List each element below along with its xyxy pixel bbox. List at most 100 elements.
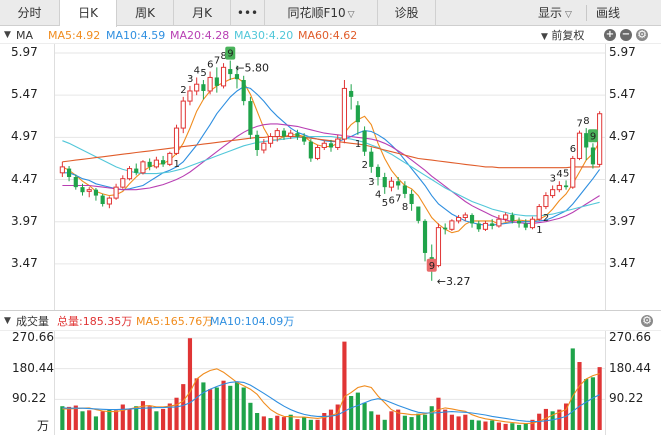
price-tick-label-right: 5.97 [609, 45, 636, 59]
tab-monthly-k[interactable]: 月K [174, 0, 231, 26]
sequence-label: 7 [214, 55, 220, 66]
candle-body [510, 214, 515, 221]
collapse-caret-icon: ▼ [541, 32, 548, 42]
legend-vol-ma10: MA10:104.09万 [210, 315, 295, 328]
candle-body [93, 189, 99, 196]
candle-body [80, 187, 85, 193]
volume-settings-gear-icon[interactable]: ⚙ [641, 314, 653, 327]
candle-body [503, 214, 509, 220]
candle-body [490, 223, 495, 226]
candle-body [73, 177, 78, 188]
tab-intraday[interactable]: 分时 [0, 0, 60, 26]
candle-body [167, 152, 173, 165]
candle-body [402, 185, 407, 194]
volume-bar [234, 382, 240, 430]
volume-indicator-label[interactable]: 成交量 [16, 315, 49, 328]
volume-bar [402, 415, 407, 430]
collapse-caret-icon[interactable]: ▼ [4, 30, 11, 40]
candle-body [355, 105, 360, 123]
legend-ma60: MA60:4.62 [298, 29, 358, 42]
add-indicator-icon[interactable]: + [604, 29, 616, 41]
tabbar-divider [586, 5, 587, 21]
sequence-label: 2 [543, 213, 549, 224]
volume-bar [214, 387, 219, 430]
remove-indicator-icon[interactable]: − [620, 29, 632, 41]
display-menu[interactable]: 显示 ▽ [538, 0, 572, 26]
candle-body [207, 76, 213, 92]
volume-bar [483, 421, 488, 430]
sequence-label: 3 [187, 74, 193, 85]
candle-body [220, 66, 227, 87]
candle-body [443, 227, 448, 230]
candle-body [194, 83, 200, 92]
volume-bar [268, 418, 273, 430]
candle-body [462, 214, 468, 219]
candle-body [134, 168, 139, 173]
tab-more[interactable]: ••• [231, 0, 265, 26]
candle-body [576, 132, 583, 159]
volume-bar [275, 415, 280, 430]
volume-bar [161, 408, 166, 430]
tab-weekly-k[interactable]: 周K [117, 0, 174, 26]
adjust-label: 前复权 [551, 29, 585, 42]
sequence-label: 1 [174, 159, 180, 170]
candle-body [435, 227, 442, 267]
sequence-label: 3 [368, 177, 374, 188]
tab-f10[interactable]: 同花顺F10 ▽ [265, 0, 378, 26]
volume-bar [261, 416, 266, 430]
candle-body [173, 127, 180, 154]
volume-bar [557, 409, 562, 430]
drawline-button[interactable]: 画线 [596, 0, 620, 26]
candle-body [341, 87, 348, 140]
candle-body [140, 161, 146, 174]
tab-f10-label: 同花顺F10 [287, 6, 346, 20]
candle-body [556, 184, 562, 191]
price-tick-label-right: 3.97 [609, 213, 636, 228]
sequence-label: 6 [207, 60, 213, 71]
tab-daily-k[interactable]: 日K [60, 0, 117, 27]
volume-bar [496, 422, 501, 430]
volume-bar [516, 424, 522, 430]
sequence-label: 3 [550, 173, 556, 184]
ma-indicator-label[interactable]: MA [16, 29, 34, 42]
tab-diagnose[interactable]: 诊股 [378, 0, 436, 26]
price-tick-label-left: 4.47 [11, 171, 38, 186]
volume-bar [584, 379, 589, 430]
volume-unit-label: 万 [37, 419, 50, 433]
price-tick-label-right: 4.47 [609, 171, 636, 186]
price-legend: ▼ MA MA5:4.92 MA10:4.59 MA20:4.28 MA30:4… [0, 27, 661, 44]
sequence-label: 7 [395, 194, 401, 205]
candle-body [302, 136, 307, 142]
adjust-dropdown[interactable]: ▼ 前复权 [541, 27, 584, 44]
candle-body [180, 100, 186, 129]
collapse-caret-icon[interactable]: ▼ [4, 316, 11, 326]
candle-body [456, 217, 462, 222]
volume-bar [100, 411, 105, 430]
sequence-label: 8 [583, 116, 589, 127]
volume-bar [208, 389, 213, 430]
candle-body [516, 220, 522, 224]
candle-body [523, 223, 528, 228]
settings-gear-icon[interactable]: ⚙ [636, 28, 648, 41]
volume-bar [375, 414, 381, 430]
volume-bar [201, 382, 206, 430]
volume-bar [490, 420, 495, 430]
volume-bar [154, 411, 159, 430]
volume-bar [114, 410, 119, 430]
volume-bar [248, 402, 253, 430]
volume-tick-label-right: 90.22 [609, 391, 644, 406]
volume-bar [134, 406, 139, 430]
volume-bar [174, 397, 179, 430]
candle-body [369, 151, 374, 167]
ma-line-ma20 [62, 123, 600, 224]
volume-bar [416, 413, 421, 430]
candle-body [241, 79, 246, 102]
more-dots-icon: ••• [236, 6, 259, 20]
sequence-label: 4 [194, 65, 200, 76]
sequence-label: 8 [402, 202, 408, 213]
volume-bar [328, 409, 334, 430]
price-tick-label-left: 3.97 [11, 213, 38, 228]
volume-bar [409, 417, 414, 430]
candle-body [59, 166, 65, 174]
period-tabbar: 分时 日K 周K 月K ••• 同花顺F10 ▽ 诊股 显示 ▽ 画线 [0, 0, 661, 27]
